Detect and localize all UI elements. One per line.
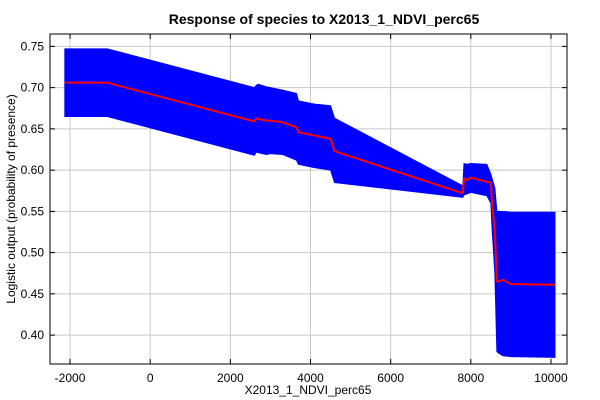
- y-tick-label: 0.65: [21, 122, 45, 136]
- x-tick-label: 4000: [297, 371, 324, 385]
- x-tick-label: 10000: [534, 371, 568, 385]
- y-tick-label: 0.70: [21, 81, 45, 95]
- x-axis-ticks: -2000 0 2000 4000 6000 8000 10000: [55, 34, 568, 385]
- x-axis-label: X2013_1_NDVI_perc65: [245, 383, 372, 397]
- y-tick-label: 0.75: [21, 39, 45, 53]
- mean-response-line: [64, 81, 555, 286]
- x-tick-label: 0: [147, 371, 154, 385]
- y-tick-label: 0.40: [21, 328, 45, 342]
- confidence-band-layer: [64, 48, 556, 358]
- plot-frame: [49, 33, 568, 365]
- y-tick-label: 0.55: [21, 204, 45, 218]
- y-axis-ticks: 0.40 0.45 0.50 0.55 0.60 0.65 0.70 0.75: [21, 39, 567, 342]
- x-tick-label: 8000: [457, 371, 484, 385]
- confidence-band: [64, 48, 556, 358]
- x-tick-label: 6000: [377, 371, 404, 385]
- x-tick-label: -2000: [55, 371, 86, 385]
- y-axis-label: Logistic output (probability of presence…: [4, 94, 18, 303]
- y-tick-label: 0.60: [21, 163, 45, 177]
- chart-title: Response of species to X2013_1_NDVI_perc…: [169, 11, 480, 27]
- y-tick-label: 0.50: [21, 246, 45, 260]
- y-tick-label: 0.45: [21, 287, 45, 301]
- mean-line-layer: [64, 81, 555, 286]
- x-tick-label: 2000: [217, 371, 244, 385]
